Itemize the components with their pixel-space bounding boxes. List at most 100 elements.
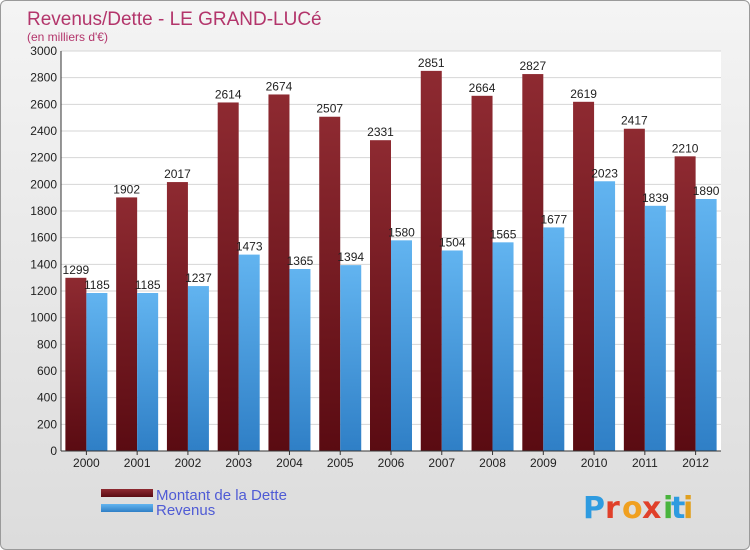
data-label-dette: 1902 xyxy=(113,182,140,196)
bar-dette xyxy=(573,101,595,452)
data-label-revenus: 2023 xyxy=(591,166,618,180)
data-label-dette: 2507 xyxy=(316,102,343,116)
data-label-dette: 2851 xyxy=(418,56,445,70)
bar-dette xyxy=(522,74,544,452)
bar-revenus xyxy=(137,293,159,451)
x-tick-label: 2008 xyxy=(479,456,506,470)
bar-revenus xyxy=(238,254,260,451)
logo-letter: i xyxy=(663,491,673,526)
data-label-dette: 2017 xyxy=(164,167,191,181)
x-tick-label: 2010 xyxy=(581,456,608,470)
bar-dette xyxy=(166,182,188,452)
legend-label-dette: Montant de la Dette xyxy=(156,487,287,504)
x-tick-label: 2005 xyxy=(327,456,354,470)
data-label-revenus: 1394 xyxy=(337,250,364,264)
data-labels: 1299118519021185201712372614147326741365… xyxy=(63,56,720,292)
bar-dette xyxy=(471,95,493,452)
y-tick-label: 600 xyxy=(37,364,57,378)
data-label-dette: 2664 xyxy=(469,81,496,95)
data-label-revenus: 1580 xyxy=(388,225,415,239)
y-tick-label: 200 xyxy=(37,417,57,431)
legend-swatch-revenus xyxy=(101,504,153,512)
x-tick-label: 2003 xyxy=(225,456,252,470)
logo-letter: x xyxy=(642,491,661,526)
bar-revenus xyxy=(695,199,717,451)
data-label-revenus: 1565 xyxy=(490,227,517,241)
logo-letter: i xyxy=(683,491,693,526)
chart-subtitle: (en milliers d'€) xyxy=(27,30,108,44)
x-tick-label: 2011 xyxy=(632,456,658,470)
legend: Montant de la Dette Revenus xyxy=(101,487,287,519)
bar-revenus xyxy=(289,269,311,451)
y-tick-label: 2000 xyxy=(30,177,57,191)
y-tick-label: 2400 xyxy=(30,124,57,138)
bar-dette xyxy=(217,102,239,451)
y-tick-label: 400 xyxy=(37,391,57,405)
x-tick-label: 2006 xyxy=(378,456,405,470)
legend-swatch-dette xyxy=(101,489,153,497)
bar-revenus xyxy=(187,286,209,451)
bars xyxy=(65,70,717,452)
bar-revenus xyxy=(441,250,463,451)
bar-revenus xyxy=(86,293,108,451)
bar-dette xyxy=(319,116,341,451)
data-label-dette: 2210 xyxy=(672,141,699,155)
x-tick-label: 2009 xyxy=(530,456,557,470)
x-tick-label: 2001 xyxy=(124,456,151,470)
data-label-revenus: 1365 xyxy=(287,254,314,268)
bar-revenus xyxy=(391,240,412,451)
data-label-revenus: 1237 xyxy=(185,271,212,285)
y-tick-label: 1400 xyxy=(30,257,57,271)
data-label-dette: 2674 xyxy=(266,79,293,93)
data-label-revenus: 1839 xyxy=(642,191,669,205)
bar-dette xyxy=(65,277,87,451)
y-tick-label: 3000 xyxy=(30,44,57,58)
logo-letter: t xyxy=(671,491,685,526)
y-tick-label: 2600 xyxy=(30,97,57,111)
data-label-dette: 2827 xyxy=(519,59,546,73)
legend-label-revenus: Revenus xyxy=(156,502,215,519)
bar-dette xyxy=(623,128,645,451)
logo-letter: P xyxy=(583,491,605,526)
bar-dette xyxy=(268,94,290,451)
data-label-revenus: 1185 xyxy=(135,278,161,292)
chart-title: Revenus/Dette - LE GRAND-LUCé xyxy=(27,9,322,30)
x-tick-label: 2004 xyxy=(276,456,303,470)
y-tick-label: 1600 xyxy=(30,231,57,245)
logo-letter: r xyxy=(605,491,620,526)
logo-letter: o xyxy=(622,491,643,526)
y-tick-label: 2800 xyxy=(30,71,57,85)
y-tick-label: 0 xyxy=(50,444,57,458)
x-tick-label: 2000 xyxy=(73,456,100,470)
data-label-revenus: 1677 xyxy=(540,212,567,226)
bar-dette xyxy=(370,140,391,451)
x-tick-label: 2007 xyxy=(428,456,455,470)
data-label-revenus: 1473 xyxy=(236,240,263,254)
bar-dette xyxy=(674,156,696,452)
y-tick-label: 2200 xyxy=(30,151,57,165)
y-tick-label: 1000 xyxy=(30,311,57,325)
bar-revenus xyxy=(492,242,514,451)
data-label-dette: 2331 xyxy=(367,125,394,139)
bar-revenus xyxy=(340,265,362,451)
bar-revenus xyxy=(594,181,616,451)
bar-revenus xyxy=(543,227,565,451)
data-label-dette: 1299 xyxy=(63,263,90,277)
y-tick-label: 800 xyxy=(37,337,57,351)
data-label-dette: 2614 xyxy=(215,87,242,101)
x-tick-label: 2002 xyxy=(175,456,202,470)
data-label-revenus: 1185 xyxy=(84,278,110,292)
bar-revenus xyxy=(644,205,666,451)
bar-dette xyxy=(116,197,138,451)
axes: 0 200 400 600 800 1000 1200 1400 1600 1800 2000 220… xyxy=(30,44,721,470)
x-tick-label: 2012 xyxy=(682,456,709,470)
data-label-revenus: 1504 xyxy=(439,235,466,249)
data-label-revenus: 1890 xyxy=(693,184,720,198)
y-tick-label: 1800 xyxy=(30,204,57,218)
y-tick-label: 1200 xyxy=(30,284,57,298)
data-label-dette: 2417 xyxy=(621,114,648,128)
bar-dette xyxy=(420,70,442,451)
